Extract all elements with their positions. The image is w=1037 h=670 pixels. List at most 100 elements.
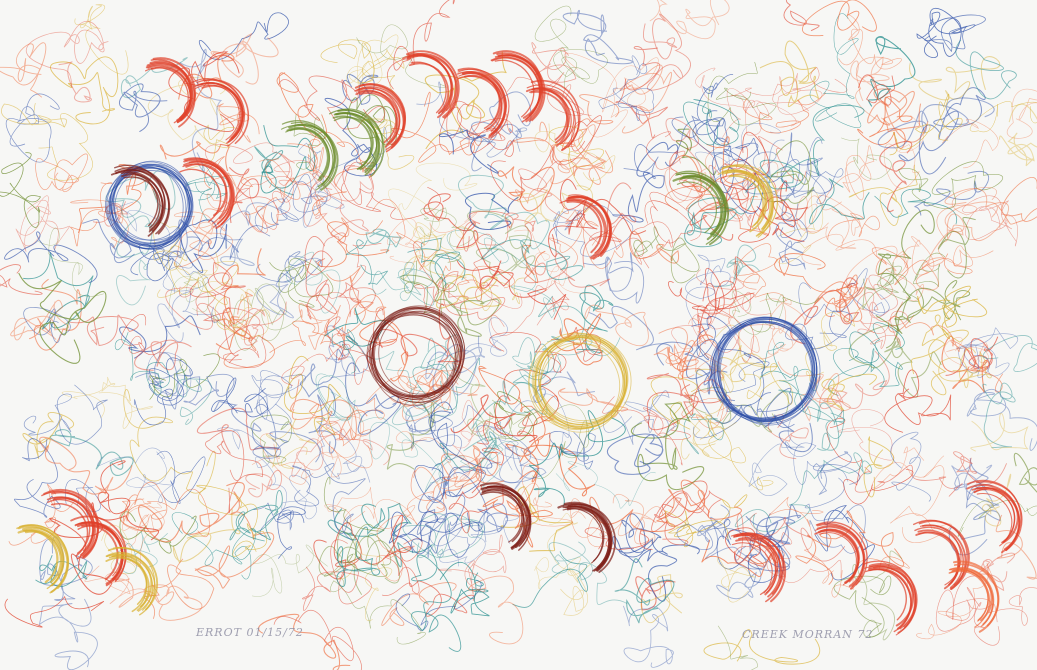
scribble-stroke — [734, 452, 873, 532]
scribble-stroke — [116, 259, 151, 306]
scribble-stroke — [458, 174, 550, 250]
crescent-stroke — [286, 126, 330, 181]
ring-stroke — [540, 343, 626, 429]
scribble-stroke — [211, 283, 302, 351]
scribble-stroke — [944, 188, 1009, 242]
scribble-stroke — [391, 91, 482, 163]
scribble-stroke — [74, 4, 129, 75]
scribble-stroke — [862, 257, 919, 310]
scribble-stroke — [438, 441, 519, 491]
scribble-stroke — [516, 185, 594, 224]
scribble-stroke — [531, 42, 577, 83]
scribble-stroke — [560, 561, 593, 616]
scribble-stroke — [956, 327, 1019, 378]
crescent-stroke — [406, 54, 458, 118]
scribble-stroke — [448, 447, 504, 534]
scribble-stroke — [476, 425, 540, 483]
scribble-stroke — [134, 357, 193, 426]
scribble-stroke — [456, 260, 567, 320]
crescent-stroke — [481, 488, 528, 549]
scribble-stroke — [338, 282, 376, 309]
scribble-stroke — [693, 361, 770, 439]
scribble-stroke — [96, 447, 173, 504]
crescent-stroke — [731, 542, 773, 594]
scribble-stroke — [482, 470, 553, 548]
crescent-stroke — [184, 157, 235, 230]
scribble-stroke — [819, 350, 890, 418]
scribble-stroke — [583, 252, 645, 304]
scribble-stroke — [70, 199, 129, 249]
scribble-stroke — [924, 14, 986, 53]
crescent-stroke — [494, 54, 543, 123]
scribble-stroke — [589, 479, 742, 533]
scribble-stroke — [402, 234, 467, 280]
scribble-stroke — [649, 0, 730, 40]
scribble-stroke — [551, 326, 602, 362]
scribble-stroke — [548, 209, 624, 269]
crescent-stroke — [485, 486, 525, 543]
scribble-stroke — [937, 216, 976, 279]
crescent-stroke — [461, 71, 507, 137]
crescent-stroke — [953, 563, 999, 627]
scribble-stroke — [476, 369, 560, 445]
crescent-stroke — [565, 198, 608, 260]
crescent-stroke — [337, 108, 383, 171]
ring-stroke — [715, 321, 818, 422]
scribble-stroke — [890, 431, 932, 502]
crescent-stroke — [191, 78, 246, 147]
scribble-stroke — [130, 234, 181, 282]
crescent-stroke — [121, 173, 164, 232]
scribble-stroke — [320, 39, 375, 83]
crescent-stroke — [733, 532, 787, 603]
scribble-stroke — [420, 334, 463, 377]
scribble-stroke — [324, 307, 387, 347]
scribble-stroke — [175, 368, 212, 425]
scribble-stroke — [5, 93, 60, 163]
scribble-stroke — [969, 101, 1037, 133]
crescent-stroke — [115, 168, 171, 235]
scribble-stroke — [635, 576, 676, 611]
scribble-stroke — [318, 531, 400, 595]
scribble-stroke — [846, 245, 924, 302]
scribble-stroke — [795, 510, 905, 586]
crescent-stroke — [201, 85, 245, 143]
scribble-stroke — [777, 361, 851, 422]
scribble-stroke — [462, 210, 537, 252]
ring-stroke — [528, 339, 624, 430]
scribble-stroke — [400, 274, 500, 337]
scribble-stroke — [168, 272, 209, 313]
scribble-stroke — [269, 258, 334, 308]
crescent-stroke — [486, 485, 531, 547]
scribble-stroke — [955, 39, 1017, 100]
crescent-stroke — [288, 123, 339, 191]
scribble-stroke — [776, 190, 824, 265]
scribble-stroke — [405, 405, 462, 460]
crescent-stroke — [50, 503, 89, 557]
scribble-stroke — [685, 254, 731, 326]
scribble-stroke — [372, 261, 435, 306]
scribble-stroke — [320, 366, 417, 469]
scribble-stroke — [114, 331, 170, 396]
crescent-stroke — [728, 175, 764, 226]
scribble-stroke — [743, 363, 794, 405]
scribble-stroke — [413, 241, 506, 320]
scribble-stroke — [898, 161, 1004, 209]
scribble-stroke — [528, 410, 626, 507]
scribble-stroke — [186, 124, 238, 170]
scribble-stroke — [750, 292, 820, 333]
scribble-stroke — [982, 335, 1037, 372]
scribble-stroke — [123, 389, 216, 494]
scribble-stroke — [254, 174, 328, 237]
scribble-stroke — [644, 191, 702, 243]
crescent-stroke — [530, 79, 581, 152]
scribble-stroke — [430, 401, 493, 469]
scribble-stroke — [623, 605, 674, 668]
scribble-stroke — [668, 256, 754, 312]
scribble-stroke — [328, 243, 382, 318]
crescent-stroke — [457, 75, 503, 132]
scribble-stroke — [857, 274, 904, 335]
scribble-stroke — [998, 103, 1037, 167]
scribble-stroke — [331, 329, 357, 374]
scribble-stroke — [222, 301, 287, 346]
